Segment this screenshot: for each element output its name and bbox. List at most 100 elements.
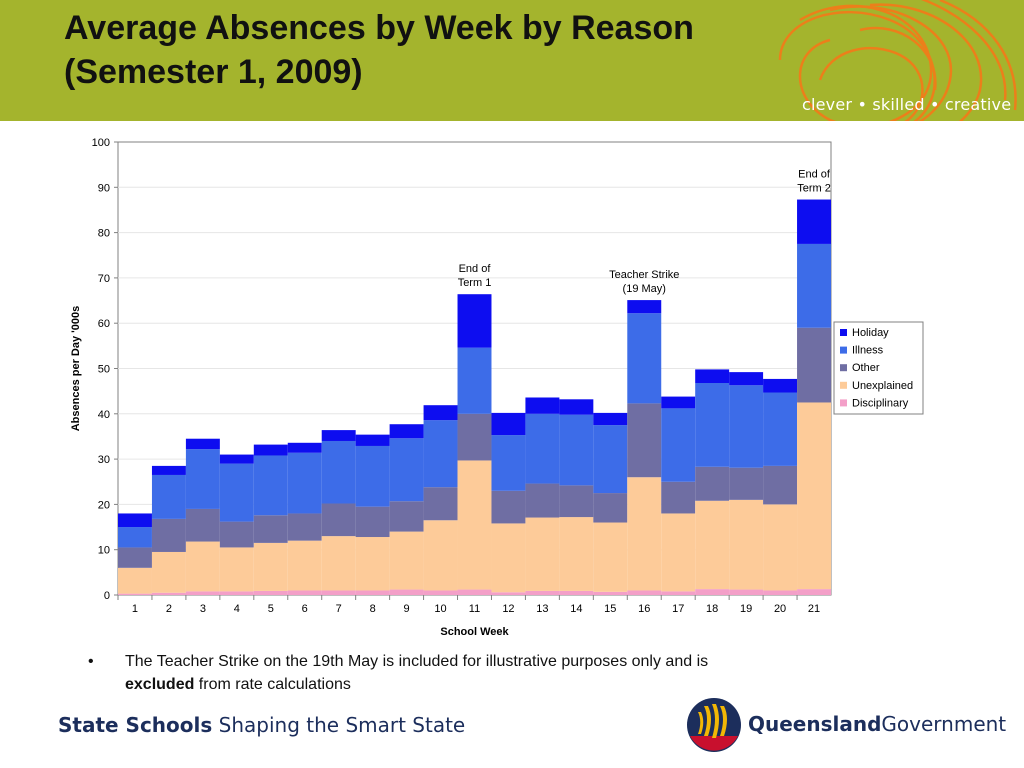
bar-segment-holiday-week-14	[559, 399, 594, 415]
footnote-text-end: from rate calculations	[194, 676, 351, 693]
bar-segment-illness-week-2	[151, 474, 186, 519]
bar-segment-holiday-week-10	[423, 405, 458, 421]
wordmark-rest: Government	[881, 712, 1007, 736]
y-tick-label: 70	[98, 273, 110, 285]
bar-segment-other-week-19	[729, 467, 764, 500]
bar-segment-illness-week-16	[627, 313, 662, 404]
header-banner: Average Absences by Week by Reason (Seme…	[0, 0, 1024, 121]
bar-segment-holiday-week-12	[491, 412, 526, 436]
x-tick-label: 13	[536, 603, 548, 615]
y-tick-label: 60	[98, 318, 110, 330]
bar-segment-disciplinary-week-18	[695, 589, 730, 595]
bar-segment-illness-week-15	[593, 425, 628, 494]
bar-segment-other-week-14	[559, 485, 594, 518]
y-tick-label: 50	[98, 364, 110, 376]
legend-label-other: Other	[852, 362, 880, 374]
bar-segment-illness-week-19	[729, 385, 764, 468]
bar-segment-other-week-10	[423, 487, 458, 521]
bar-segment-other-week-18	[695, 466, 730, 501]
bar-segment-disciplinary-week-6	[287, 590, 322, 595]
x-tick-label: 1	[132, 603, 138, 615]
bar-segment-disciplinary-week-11	[457, 589, 492, 595]
page-title: Average Absences by Week by Reason (Seme…	[64, 6, 694, 94]
annotation-label: Term 1	[458, 277, 492, 289]
x-axis-label: School Week	[440, 626, 509, 638]
bar-segment-other-week-16	[627, 403, 662, 478]
y-tick-label: 30	[98, 454, 110, 466]
bar-segment-unexplained-week-7	[321, 536, 356, 591]
footnote-text: The Teacher Strike on the 19th May is in…	[125, 650, 885, 696]
x-tick-label: 2	[166, 603, 172, 615]
bar-segment-other-week-21	[797, 327, 831, 403]
title-line-1: Average Absences by Week by Reason	[64, 9, 694, 47]
bar-segment-illness-week-1	[118, 527, 152, 548]
wordmark-bold: Queensland	[748, 712, 882, 736]
bar-segment-holiday-week-11	[457, 294, 492, 348]
bar-segment-unexplained-week-17	[661, 513, 696, 592]
bar-segment-disciplinary-week-3	[185, 591, 220, 595]
bar-segment-illness-week-9	[389, 438, 424, 502]
bar-segment-unexplained-week-14	[559, 517, 594, 591]
x-tick-label: 15	[604, 603, 616, 615]
x-tick-label: 11	[469, 603, 480, 615]
annotation-label: Teacher Strike	[609, 269, 679, 281]
bar-segment-illness-week-7	[321, 440, 356, 504]
bar-segment-unexplained-week-1	[118, 567, 152, 594]
legend-label-holiday: Holiday	[852, 327, 889, 339]
bar-segment-unexplained-week-20	[763, 504, 798, 591]
legend-label-illness: Illness	[852, 345, 884, 357]
bar-segment-unexplained-week-11	[457, 460, 492, 590]
x-tick-label: 21	[808, 603, 820, 615]
bar-segment-disciplinary-week-1	[118, 593, 152, 595]
legend-label-unexplained: Unexplained	[852, 380, 913, 392]
bar-segment-unexplained-week-8	[355, 537, 390, 591]
bar-segment-disciplinary-week-15	[593, 591, 628, 595]
x-tick-label: 6	[302, 603, 308, 615]
bar-segment-disciplinary-week-10	[423, 590, 458, 595]
bar-segment-illness-week-10	[423, 420, 458, 488]
x-tick-label: 12	[502, 603, 514, 615]
bar-segment-illness-week-3	[185, 449, 220, 509]
bar-segment-other-week-7	[321, 503, 356, 537]
bar-segment-holiday-week-17	[661, 396, 696, 409]
bar-segment-disciplinary-week-21	[797, 589, 831, 595]
bar-segment-holiday-week-8	[355, 434, 390, 446]
x-tick-label: 5	[268, 603, 274, 615]
bar-segment-unexplained-week-2	[151, 551, 186, 593]
bar-segment-unexplained-week-5	[253, 542, 288, 591]
bar-segment-other-week-11	[457, 413, 492, 461]
bar-segment-unexplained-week-21	[797, 402, 831, 590]
bar-segment-holiday-week-5	[253, 444, 288, 456]
bar-segment-other-week-2	[151, 518, 186, 552]
bar-segment-unexplained-week-10	[423, 520, 458, 591]
bar-segment-disciplinary-week-7	[321, 590, 356, 595]
bar-segment-disciplinary-week-5	[253, 590, 288, 595]
bar-segment-other-week-5	[253, 515, 288, 543]
queensland-government-wordmark: QueenslandGovernment	[748, 712, 1006, 736]
orange-swirl-decoration	[778, 0, 1017, 121]
bar-segment-disciplinary-week-8	[355, 590, 390, 595]
bar-segment-unexplained-week-15	[593, 522, 628, 592]
bar-segment-holiday-week-3	[185, 438, 220, 450]
legend-swatch-unexplained	[840, 381, 847, 389]
bar-segment-illness-week-12	[491, 435, 526, 491]
y-tick-label: 80	[98, 228, 110, 240]
bar-segment-other-week-13	[525, 483, 560, 518]
bar-segment-illness-week-8	[355, 445, 390, 507]
bar-segment-other-week-8	[355, 506, 390, 538]
y-tick-label: 0	[104, 590, 110, 602]
bar-segment-unexplained-week-16	[627, 477, 662, 591]
bar-segment-disciplinary-week-14	[559, 590, 594, 595]
legend-swatch-other	[840, 364, 847, 372]
bar-segment-holiday-week-4	[219, 454, 254, 464]
bar-segment-illness-week-4	[219, 463, 254, 522]
x-tick-label: 18	[706, 603, 718, 615]
bar-segment-unexplained-week-3	[185, 541, 220, 592]
bar-segment-holiday-week-1	[118, 513, 152, 528]
bar-segment-holiday-week-9	[389, 424, 424, 439]
x-tick-label: 3	[200, 603, 206, 615]
bar-segment-holiday-week-19	[729, 372, 764, 386]
bar-segment-disciplinary-week-13	[525, 590, 560, 595]
bar-segment-other-week-1	[118, 547, 152, 568]
